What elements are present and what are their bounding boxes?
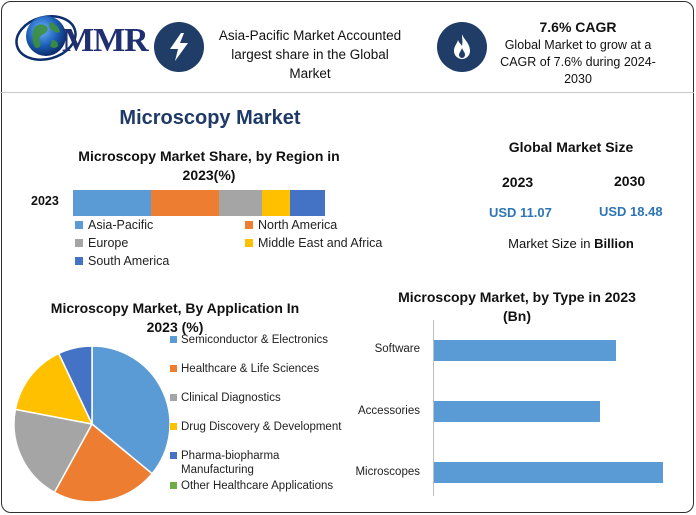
legend-item-pharma-biopharma: Pharma-biopharma Manufacturing (170, 449, 279, 477)
legend-item-clinical-diagnostics: Clinical Diagnostics (170, 391, 281, 405)
legend-item-north-america: North America (245, 218, 337, 232)
mmr-globe-logo-icon (15, 15, 77, 61)
pie-slice-0 (91, 345, 171, 475)
legend-swatch (245, 221, 253, 229)
region-year-label: 2023 (31, 194, 59, 208)
region-legend: Asia-Pacific North America Europe Middle… (75, 218, 405, 274)
gms-value-2023: USD 11.07 (489, 205, 552, 220)
type-category-software: Software (374, 343, 420, 355)
legend-swatch (75, 221, 83, 229)
pie-slice-2 (13, 408, 94, 494)
region-segment-asia-pacific (73, 190, 152, 216)
legend-swatch (170, 482, 177, 489)
flame-icon (437, 22, 487, 72)
legend-swatch (170, 365, 177, 372)
type-chart-axis (433, 320, 434, 496)
type-bar-accessories (434, 401, 601, 422)
type-category-microscopes: Microscopes (355, 466, 420, 478)
legend-swatch (170, 394, 177, 401)
legend-item-semiconductor: Semiconductor & Electronics (170, 333, 328, 347)
legend-swatch (170, 336, 177, 343)
type-bar-microscopes (434, 462, 663, 483)
legend-item-europe: Europe (75, 236, 128, 250)
application-pie-chart (13, 345, 171, 503)
pie-slice-1 (53, 422, 154, 503)
pie-slice-3 (14, 352, 94, 426)
region-stacked-bar (73, 190, 325, 216)
region-segment-north-america (151, 190, 220, 216)
legend-swatch (170, 452, 177, 459)
region-chart-title: Microscopy Market Share, by Region in 20… (78, 148, 340, 183)
application-legend: Semiconductor & Electronics Healthcare &… (170, 333, 360, 498)
gms-year-2023: 2023 (502, 174, 534, 190)
lightning-icon (154, 22, 204, 72)
gms-unit-label: Market Size in Billion (508, 236, 634, 251)
legend-swatch (245, 239, 253, 247)
legend-item-asia-pacific: Asia-Pacific (75, 218, 153, 232)
region-segment-middle-east-and-africa (261, 190, 290, 216)
legend-item-healthcare: Healthcare & Life Sciences (170, 362, 319, 376)
gms-year-2030: 2030 (614, 173, 646, 189)
header-divider (0, 92, 694, 93)
gms-value-2030: USD 18.48 (599, 204, 663, 219)
legend-item-other-healthcare: Other Healthcare Applications (170, 479, 333, 493)
legend-item-south-america: South America (75, 254, 169, 268)
legend-item-drug-discovery: Drug Discovery & Development (170, 420, 341, 434)
legend-swatch (75, 257, 83, 265)
logo-text: MMR (62, 22, 149, 59)
cagr-title: 7.6% CAGR (539, 19, 617, 35)
type-chart-title: Microscopy Market, by Type in 2023 (Bn) (398, 289, 636, 324)
application-chart-title: Microscopy Market, By Application In 202… (50, 300, 300, 335)
region-segment-south-america (289, 190, 325, 216)
global-market-size-title: Global Market Size (508, 139, 634, 155)
legend-swatch (75, 239, 83, 247)
legend-swatch (170, 423, 177, 430)
type-category-accessories: Accessories (358, 405, 420, 417)
legend-item-middle-east-africa: Middle East and Africa (245, 236, 382, 250)
type-bar-software (434, 340, 616, 361)
pie-slice-4 (57, 345, 93, 425)
main-title: Microscopy Market (119, 107, 301, 129)
region-segment-europe (219, 190, 262, 216)
cagr-description: Global Market to grow at a CAGR of 7.6% … (500, 38, 656, 86)
insight-asia-pacific: Asia-Pacific Market Accounted largest sh… (218, 28, 402, 81)
